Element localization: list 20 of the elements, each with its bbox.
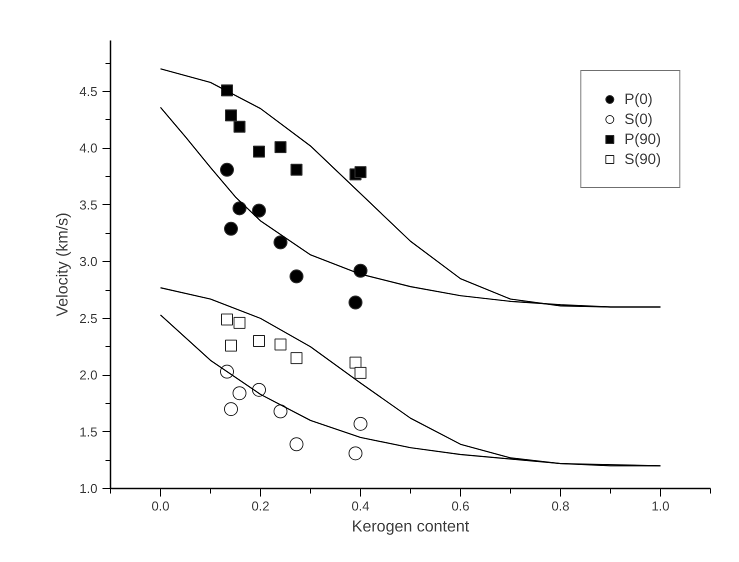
legend-label: S(0) [624, 110, 653, 128]
y-tick-label: 3.5 [79, 197, 98, 212]
x-tick-label: 0.2 [251, 498, 270, 514]
y-axis-title: Velocity (km/s) [54, 212, 72, 317]
x-axis-title: Kerogen content [352, 518, 470, 536]
x-tick-label: 1.0 [651, 498, 670, 514]
y-tick-label: 3.0 [79, 254, 98, 270]
y-tick-label: 1.5 [79, 424, 98, 440]
y-tick-label: 4.5 [79, 84, 98, 100]
legend-label: P(90) [624, 130, 661, 148]
x-tick-label: 0.8 [551, 498, 570, 514]
x-tick-label: 0.6 [451, 498, 470, 514]
y-tick-label: 1.0 [79, 481, 98, 496]
x-tick-label: 0.4 [351, 498, 370, 514]
x-tick-label: 0.0 [151, 498, 170, 514]
y-tick-label: 2.0 [79, 368, 98, 383]
y-tick-label: 4.0 [79, 140, 98, 156]
y-tick-label: 2.5 [79, 310, 98, 326]
legend-label: P(0) [624, 90, 653, 108]
legend-label: S(90) [624, 150, 661, 168]
